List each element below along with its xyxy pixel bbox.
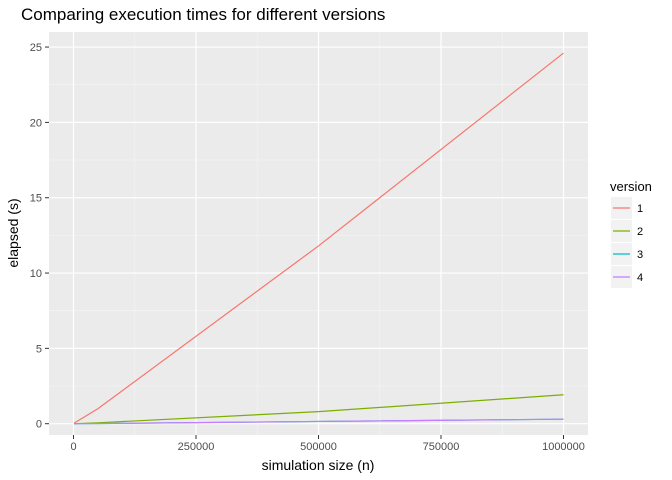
chart-title: Comparing execution times for different … — [21, 5, 385, 24]
y-tick-label: 10 — [30, 268, 42, 280]
x-tick-label: 0 — [70, 441, 76, 453]
x-tick-label: 750000 — [423, 441, 460, 453]
legend-item-2: 2 — [611, 220, 643, 242]
x-axis: 0 250000 500000 750000 1000000 — [70, 435, 585, 453]
y-tick-label: 25 — [30, 42, 42, 54]
x-tick-label: 250000 — [178, 441, 215, 453]
x-tick-label: 1000000 — [542, 441, 585, 453]
x-axis-title: simulation size (n) — [262, 457, 375, 473]
y-tick-label: 20 — [30, 117, 42, 129]
legend-item-1: 1 — [611, 197, 643, 219]
legend-label: 1 — [637, 203, 643, 215]
series-line-4 — [73, 418, 564, 425]
y-tick-label: 5 — [36, 343, 42, 355]
grid-major — [49, 32, 588, 435]
legend-item-4: 4 — [611, 266, 643, 288]
series-lines — [73, 52, 564, 425]
y-tick-label: 15 — [30, 193, 42, 205]
legend: version 1 2 3 4 — [610, 179, 652, 288]
legend-label: 2 — [637, 226, 643, 238]
legend-item-3: 3 — [611, 243, 643, 265]
legend-title: version — [610, 179, 652, 194]
y-axis-title: elapsed (s) — [5, 198, 21, 267]
y-axis: 0 5 10 15 20 25 — [30, 42, 49, 431]
legend-label: 4 — [637, 272, 643, 284]
y-tick-label: 0 — [36, 419, 42, 431]
legend-label: 3 — [637, 249, 643, 261]
series-line-1 — [73, 52, 564, 424]
x-tick-label: 500000 — [300, 441, 337, 453]
